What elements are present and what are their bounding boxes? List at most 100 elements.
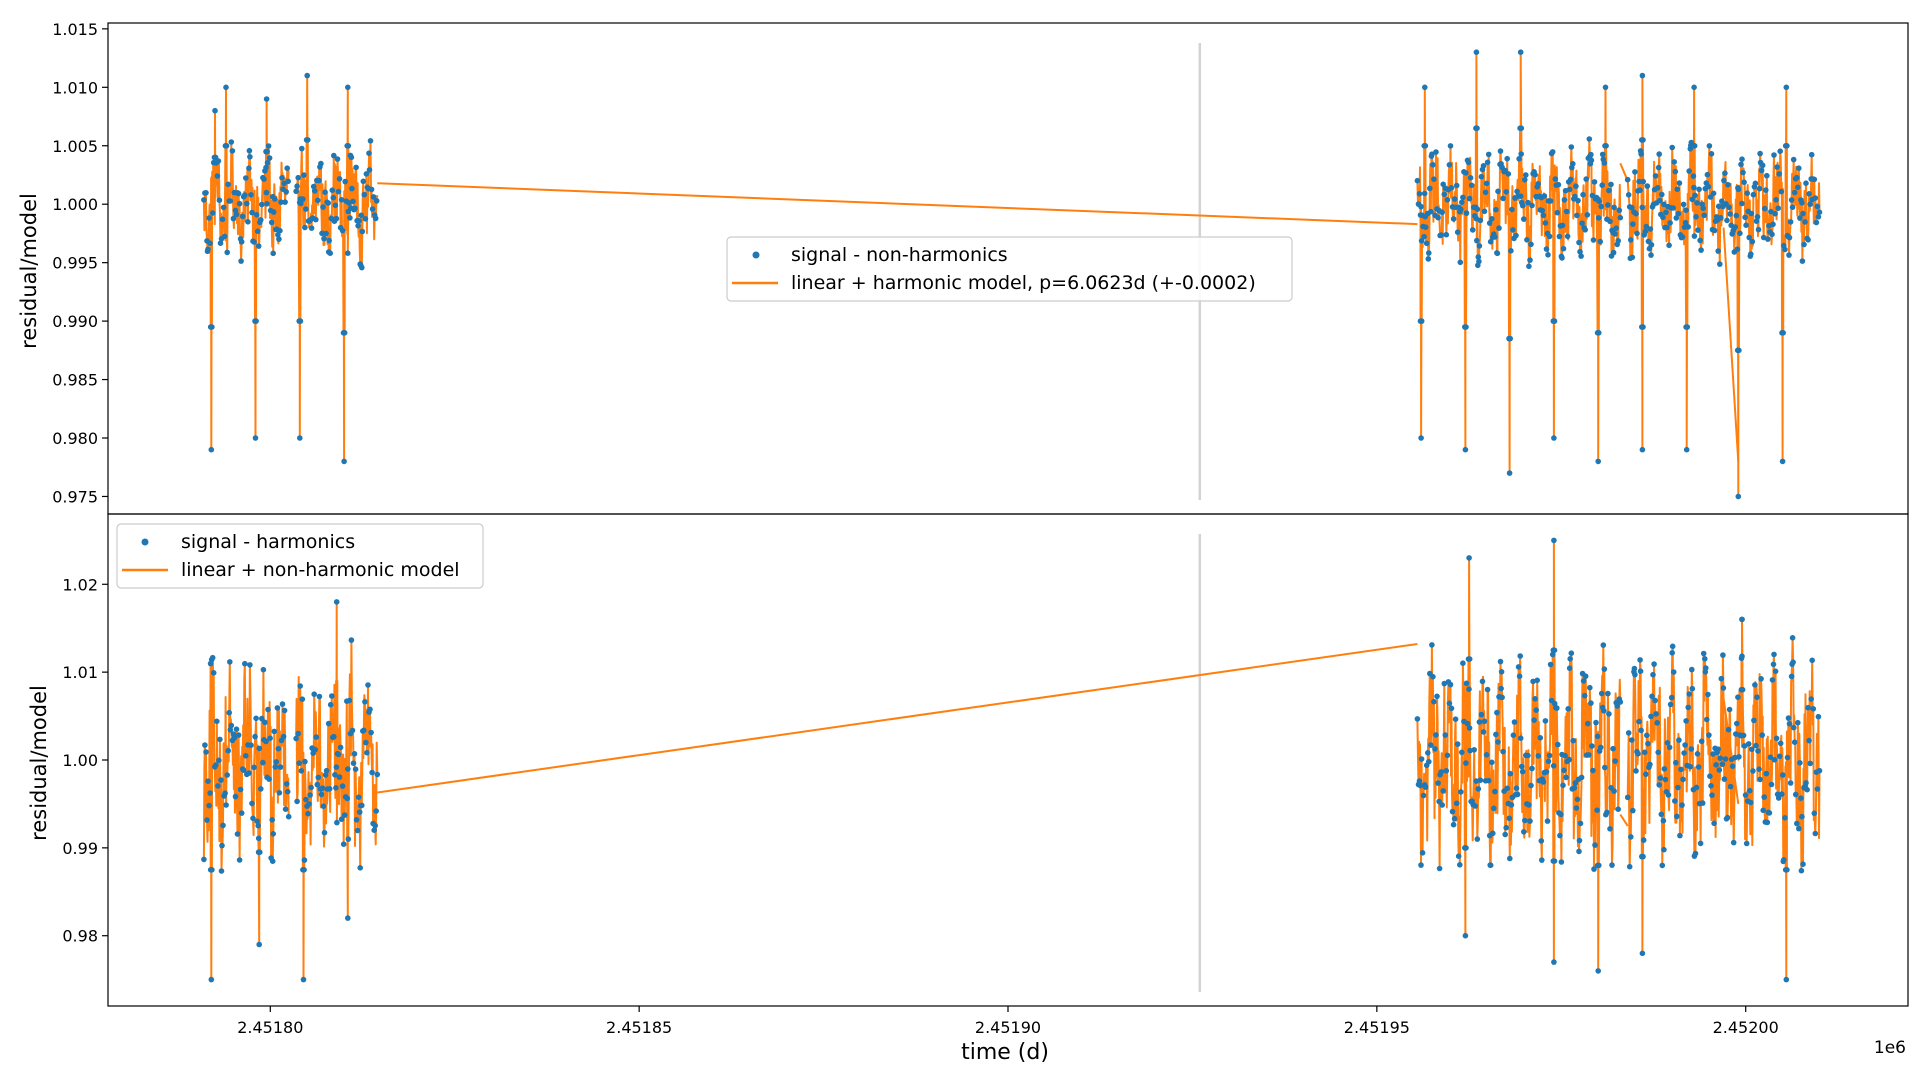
top-signal-point xyxy=(1803,180,1809,186)
bot-signal-point xyxy=(1576,837,1583,844)
bot-signal-point xyxy=(1485,777,1492,784)
bot-signal-point xyxy=(208,976,215,983)
top-signal-point xyxy=(1686,168,1692,174)
top-signal-point xyxy=(1575,197,1581,204)
bot-signal-point xyxy=(275,745,282,752)
top-signal-point xyxy=(1652,173,1659,179)
bot-signal-point xyxy=(1683,718,1689,724)
top-signal-point xyxy=(308,225,315,231)
top-signal-point xyxy=(299,145,305,152)
top-signal-point xyxy=(1487,238,1494,245)
top-signal-point xyxy=(1438,232,1444,238)
bot-signal-point xyxy=(321,829,328,836)
top-signal-point xyxy=(1460,194,1466,201)
bot-signal-point xyxy=(333,785,339,791)
top-signal-point xyxy=(311,188,318,194)
top-signal-point xyxy=(245,219,251,225)
bot-signal-point xyxy=(1617,699,1624,705)
bot-signal-point xyxy=(256,745,263,752)
bot-signal-point xyxy=(1666,744,1673,751)
top-signal-point xyxy=(366,150,372,156)
bot-signal-point xyxy=(1710,751,1716,757)
bot-signal-point xyxy=(349,727,356,734)
top-signal-point xyxy=(1517,49,1524,55)
top-signal-point xyxy=(1425,256,1432,262)
bot-signal-point xyxy=(1596,862,1602,869)
bot-signal-point xyxy=(1673,759,1679,766)
top-signal-point xyxy=(348,154,355,161)
bot-signal-point xyxy=(1635,751,1641,757)
bot-signal-point xyxy=(227,727,234,733)
top-signal-point xyxy=(1684,324,1691,330)
top-signal-point xyxy=(1711,227,1718,234)
top-signal-point xyxy=(1816,209,1823,215)
bot-signal-point xyxy=(222,790,228,796)
bot-signal-point xyxy=(1449,808,1456,815)
bot-signal-point xyxy=(1594,733,1601,740)
bot-signal-point xyxy=(204,817,210,823)
top-signal-point xyxy=(1616,207,1623,214)
bot-signal-point xyxy=(1794,820,1800,827)
top-signal-point xyxy=(1603,143,1609,149)
bot-signal-point xyxy=(254,818,260,825)
top-signal-point xyxy=(1633,210,1639,217)
top-signal-point xyxy=(254,228,261,235)
bot-signal-point xyxy=(270,831,277,837)
bot-signal-point xyxy=(1637,668,1644,674)
bot-signal-point xyxy=(1477,777,1484,783)
bot-signal-point xyxy=(1455,853,1462,859)
bot-signal-point xyxy=(1542,718,1549,724)
top-signal-point xyxy=(285,178,292,185)
top-signal-point xyxy=(303,206,309,212)
bot-signal-point xyxy=(322,772,329,778)
top-signal-point xyxy=(1704,171,1711,178)
bot-signal-point xyxy=(1551,647,1558,653)
top-signal-point xyxy=(1606,187,1612,194)
top-signal-point xyxy=(1717,261,1723,267)
bot-signal-point xyxy=(1429,642,1435,648)
top-signal-point xyxy=(301,172,307,178)
top-signal-point xyxy=(1525,199,1531,206)
bot-signal-point xyxy=(1630,807,1636,814)
bot-signal-point xyxy=(1546,752,1553,759)
bot-signal-point xyxy=(329,693,335,699)
bot-signal-point xyxy=(1812,830,1819,837)
bot-signal-point xyxy=(1439,802,1445,808)
bot-signal-point xyxy=(257,849,263,855)
bot-signal-point xyxy=(1726,706,1733,713)
top-signal-point xyxy=(1576,239,1582,246)
top-signal-point xyxy=(1496,225,1502,231)
top-signal-point xyxy=(1494,250,1501,257)
bot-signal-point xyxy=(1476,719,1483,725)
top-signal-point xyxy=(1775,205,1781,211)
top-signal-point xyxy=(1774,164,1780,170)
bot-signal-point xyxy=(1504,785,1510,792)
bot-signal-point xyxy=(1573,805,1580,811)
top-signal-point xyxy=(255,243,262,249)
top-signal-point xyxy=(318,160,324,167)
bot-signal-point xyxy=(1491,805,1497,812)
bot-signal-point xyxy=(299,696,306,702)
top-legend-label-signal: signal - non-harmonics xyxy=(791,244,1008,266)
top-signal-point xyxy=(225,181,231,188)
top-signal-point xyxy=(1517,193,1524,199)
bot-signal-point xyxy=(1640,837,1647,843)
top-signal-point xyxy=(1795,184,1801,191)
bot-signal-point xyxy=(1519,768,1526,775)
top-signal-point xyxy=(1539,207,1546,214)
bot-signal-point xyxy=(1711,820,1717,827)
top-signal-point xyxy=(1735,493,1742,500)
top-signal-point xyxy=(1474,237,1480,244)
bot-signal-point xyxy=(1521,829,1527,835)
top-signal-point xyxy=(1802,219,1808,225)
bot-signal-point xyxy=(1481,718,1488,725)
bot-signal-point xyxy=(1727,783,1734,790)
bot-signal-point xyxy=(1479,678,1486,685)
bot-signal-point xyxy=(1438,769,1444,775)
bot-signal-point xyxy=(1739,616,1745,623)
top-signal-point xyxy=(1607,218,1613,225)
top-signal-point xyxy=(1476,243,1483,249)
bot-signal-point xyxy=(1554,705,1560,711)
top-signal-point xyxy=(1669,144,1675,151)
top-signal-point xyxy=(350,198,356,205)
